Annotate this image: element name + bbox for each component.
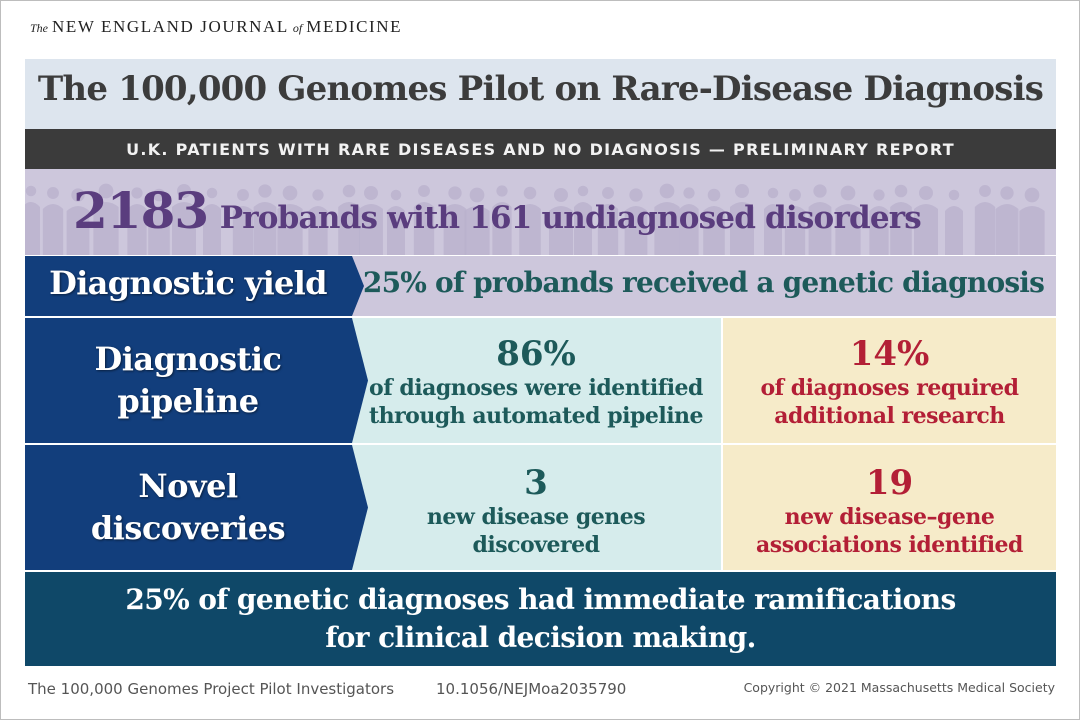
pipeline-research-line1: of diagnoses required	[760, 375, 1019, 401]
novel-associations-cell: 19 new disease–gene associations identif…	[723, 445, 1056, 570]
yield-text-cell: 25% of probands received a genetic diagn…	[351, 256, 1056, 316]
pipeline-research-line2: additional research	[774, 403, 1005, 429]
novel-label-line1: Novel	[138, 467, 238, 505]
journal-the: The	[30, 21, 48, 35]
novel-arrow-shape	[350, 445, 368, 570]
copyright: Copyright © 2021 Massachusetts Medical S…	[743, 680, 1055, 695]
novel-genes-line1: new disease genes	[426, 504, 646, 530]
pipeline-label-line1: Diagnostic	[94, 340, 282, 378]
pipeline-arrow-shape	[350, 318, 368, 443]
novel-genes-cell: 3 new disease genes discovered	[351, 445, 721, 570]
pipeline-label-line2: pipeline	[117, 382, 259, 420]
novel-label-line2: discoveries	[90, 509, 286, 547]
crowd-silhouettes-illustration	[25, 183, 1045, 255]
novel-associations-value: 19	[865, 463, 914, 503]
probands-count: 2183	[73, 181, 209, 240]
journal-masthead: The NEW ENGLAND JOURNAL of MEDICINE	[30, 17, 402, 39]
subtitle-band: U.K. PATIENTS WITH RARE DISEASES AND NO …	[25, 129, 1056, 169]
novel-genes-line2: discovered	[472, 532, 600, 558]
credit-authors: The 100,000 Genomes Project Pilot Invest…	[28, 680, 395, 698]
probands-text: Probands with 161 undiagnosed disorders	[219, 200, 922, 236]
novel-genes-value: 3	[524, 463, 548, 503]
subtitle: U.K. PATIENTS WITH RARE DISEASES AND NO …	[126, 140, 955, 159]
yield-label-text: Diagnostic yield	[49, 264, 327, 302]
journal-name-part2: MEDICINE	[306, 17, 403, 36]
title-band: The 100,000 Genomes Pilot on Rare-Diseas…	[25, 59, 1056, 129]
row-label-novel-discoveries: Novel discoveries	[25, 445, 351, 570]
pipeline-research-value: 14%	[849, 334, 930, 374]
pipeline-automated-value: 86%	[496, 334, 576, 374]
yield-text: 25% of probands received a genetic diagn…	[362, 266, 1045, 299]
row-label-diagnostic-yield: Diagnostic yield	[25, 256, 351, 316]
pipeline-research-cell: 14% of diagnoses required additional res…	[723, 318, 1056, 443]
journal-of: of	[292, 21, 303, 35]
pipeline-automated-cell: 86% of diagnoses were identified through…	[351, 318, 721, 443]
novel-associations-line2: associations identified	[756, 532, 1023, 558]
novel-associations-line1: new disease–gene	[784, 504, 995, 530]
pipeline-automated-line2: through automated pipeline	[368, 403, 704, 429]
conclusion-line1: 25% of genetic diagnoses had immediate r…	[125, 583, 956, 616]
probands-summary: 2183 Probands with 161 undiagnosed disor…	[73, 181, 922, 240]
conclusion-band: 25% of genetic diagnoses had immediate r…	[25, 572, 1056, 666]
journal-name-part1: NEW ENGLAND JOURNAL	[52, 17, 289, 36]
credit-doi: 10.1056/NEJMoa2035790	[436, 680, 627, 698]
conclusion-line2: for clinical decision making.	[325, 621, 756, 654]
page-title: The 100,000 Genomes Pilot on Rare-Diseas…	[37, 69, 1044, 109]
yield-arrow-shape	[350, 256, 364, 316]
row-label-diagnostic-pipeline: Diagnostic pipeline	[25, 318, 351, 443]
probands-band: 2183 Probands with 161 undiagnosed disor…	[25, 169, 1056, 255]
pipeline-automated-line1: of diagnoses were identified	[369, 375, 703, 401]
